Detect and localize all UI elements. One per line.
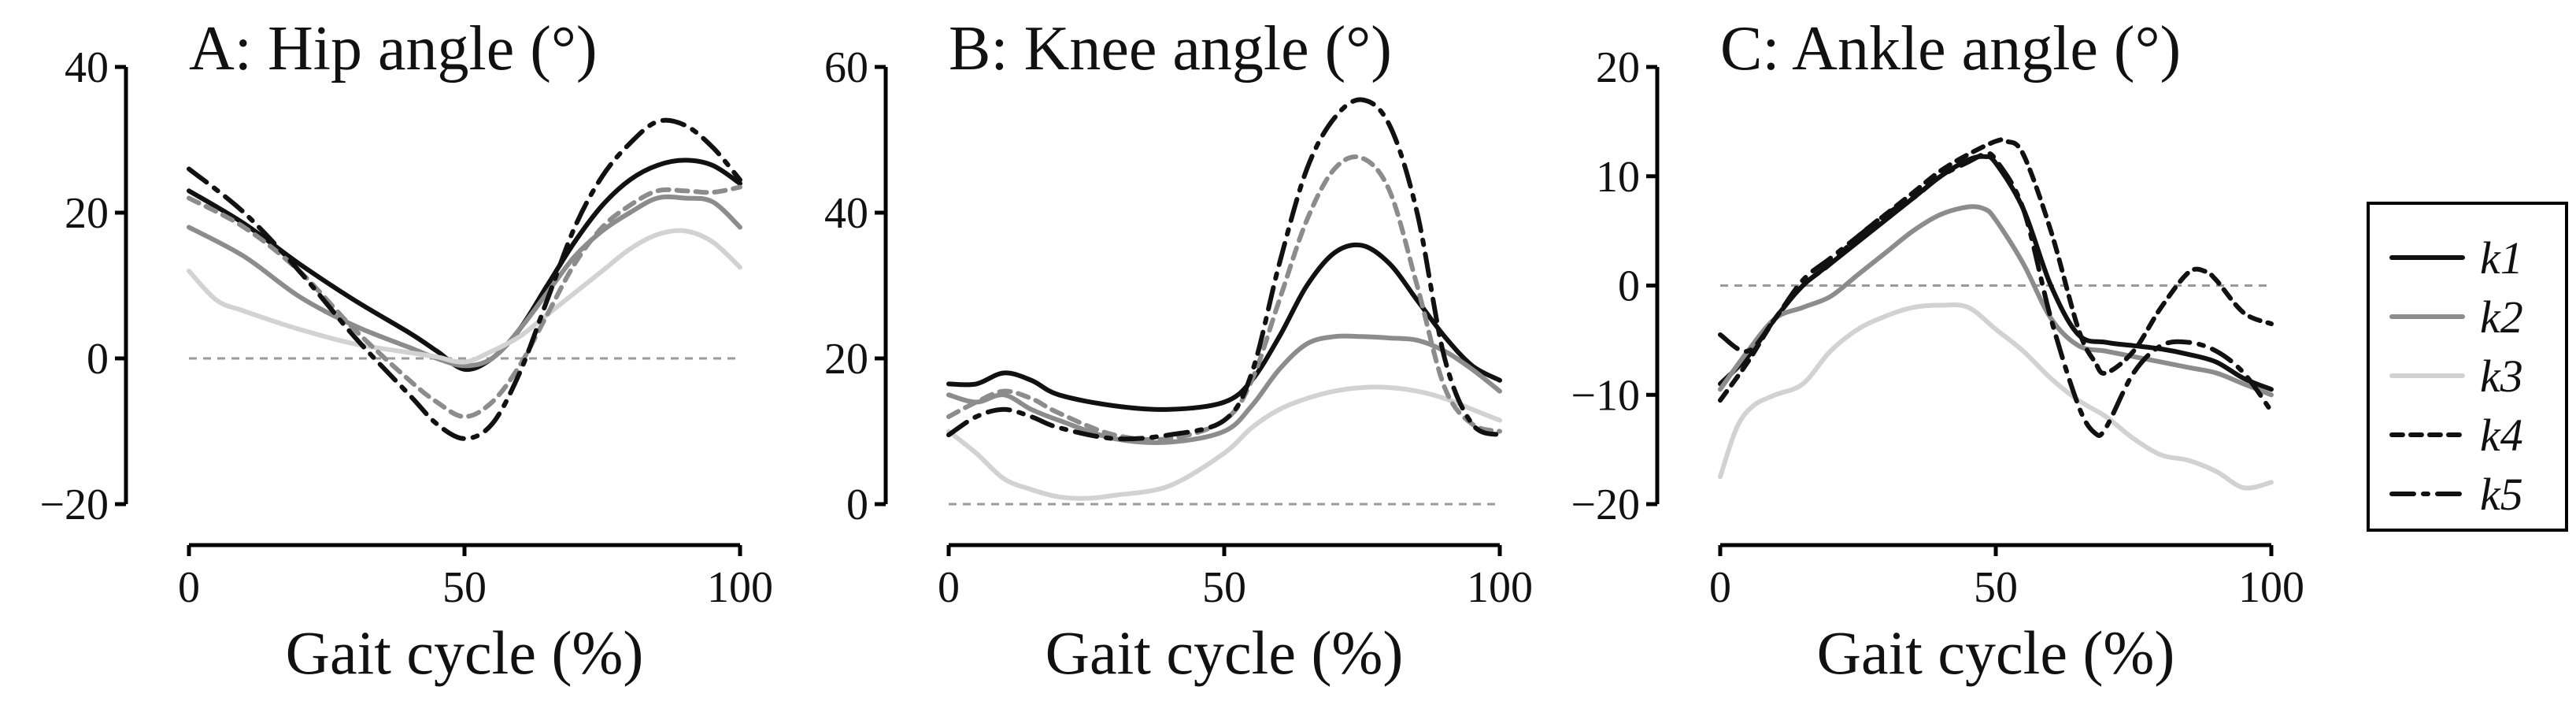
panel-b-series-k2 xyxy=(946,333,1502,445)
legend-label-k4: k4 xyxy=(2480,410,2523,461)
panel-knee-angle: B: Knee angle (°) Gait cycle (%) 60 40 20 0… xyxy=(824,14,1533,687)
panel-c-series-k4 xyxy=(1718,137,2274,403)
panel-hip-angle: A: Hip angle (°) Gait cycle (%) 40 20 0 −20… xyxy=(39,14,773,687)
panel-a-series-k3 xyxy=(187,228,742,365)
panel-c-series-k3 xyxy=(1718,302,2274,491)
panel-b-y-tick-label: 60 xyxy=(824,43,868,92)
legend-label-k2: k2 xyxy=(2480,291,2523,343)
panel-c-y-tick-label: 10 xyxy=(1596,153,1640,202)
panel-c-title: C: Ankle angle (°) xyxy=(1720,14,2181,83)
panel-b-y-tick-label: 40 xyxy=(824,189,868,238)
panel-b-x-tick-label: 0 xyxy=(938,563,960,612)
panel-b-series-k4 xyxy=(946,154,1502,443)
legend-label-k3: k3 xyxy=(2480,351,2523,402)
panel-a-x-tick-label: 100 xyxy=(707,563,773,612)
panel-c-y-tick-label: −20 xyxy=(1571,481,1640,529)
panel-a-y-tick-label: 20 xyxy=(65,189,109,238)
legend-box xyxy=(2367,202,2568,532)
panel-b-x-tick-label: 50 xyxy=(1202,563,1246,612)
panel-c-y-tick-label: 20 xyxy=(1596,43,1640,92)
panel-c-series-k2 xyxy=(1718,204,2274,398)
panel-a-x-tick-label: 0 xyxy=(178,563,200,612)
panel-b-x-axis-label: Gait cycle (%) xyxy=(1046,618,1404,687)
panel-c-y-tick-label: 0 xyxy=(1618,262,1640,311)
panel-c-y-tick-label: −10 xyxy=(1571,371,1640,420)
panel-b-y-tick-label: 20 xyxy=(824,335,868,384)
panel-b-series-k5 xyxy=(946,97,1502,442)
panel-a-x-axis-label: Gait cycle (%) xyxy=(286,618,644,687)
panel-c-x-tick-label: 100 xyxy=(2238,563,2304,612)
panel-c-x-tick-label: 50 xyxy=(1974,563,2018,612)
panel-a-y-tick-label: 40 xyxy=(65,43,109,92)
panel-c-series-k5 xyxy=(1718,150,2274,438)
legend-label-k5: k5 xyxy=(2480,469,2523,520)
legend: k1 k2 k3 k4 k5 xyxy=(2367,202,2568,532)
panel-b-series-k3 xyxy=(946,384,1502,501)
panel-a-y-tick-label: 0 xyxy=(87,335,109,384)
panel-a-series-k4 xyxy=(187,184,742,419)
panel-b-title: B: Knee angle (°) xyxy=(949,14,1392,83)
legend-label-k1: k1 xyxy=(2480,232,2523,284)
panel-c-x-axis-label: Gait cycle (%) xyxy=(1817,618,2175,687)
panel-a-series-k5 xyxy=(187,117,742,441)
panel-a-y-tick-label: −20 xyxy=(39,481,109,529)
panel-a-series-k2 xyxy=(187,194,742,369)
panel-ankle-angle: C: Ankle angle (°) Gait cycle (%) 20100−… xyxy=(1571,14,2304,687)
panel-a-x-tick-label: 50 xyxy=(442,563,487,612)
panel-b-y-tick-label: 0 xyxy=(846,481,868,529)
panel-a-title: A: Hip angle (°) xyxy=(189,14,598,83)
panel-b-series-k1 xyxy=(946,242,1502,412)
panel-b-x-tick-label: 100 xyxy=(1467,563,1533,612)
panel-c-x-tick-label: 0 xyxy=(1709,563,1731,612)
